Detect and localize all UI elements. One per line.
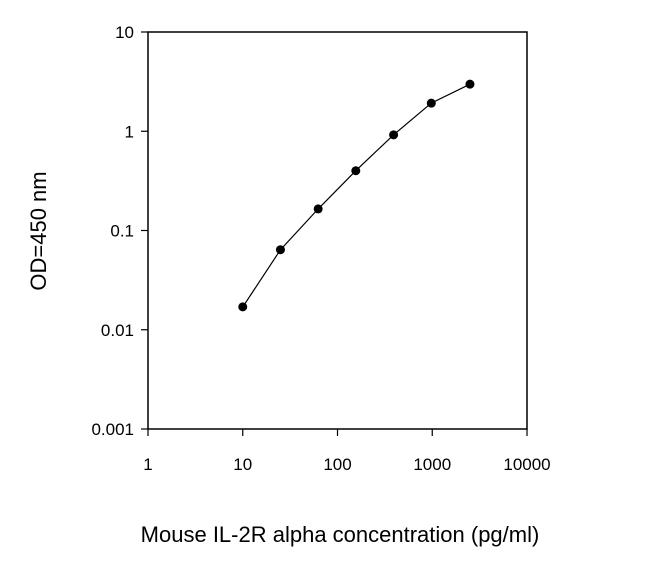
x-tick-label: 1000 (413, 455, 451, 474)
x-tick-label: 10000 (503, 455, 550, 474)
data-series (238, 79, 475, 312)
y-axis-ticks: 0.001 0.01 0.1 1 10 (91, 23, 148, 439)
plot-frame (147, 31, 528, 430)
x-axis-ticks: 1 10 100 1000 10000 (143, 429, 551, 474)
data-point (465, 79, 475, 89)
y-tick-label: 0.01 (101, 321, 134, 340)
y-tick-label: 0.001 (91, 420, 134, 439)
y-tick-label: 1 (125, 122, 134, 141)
y-axis-title: OD=450 nm (26, 171, 51, 290)
data-point (238, 302, 248, 312)
data-point (351, 166, 361, 176)
x-tick-label: 10 (233, 455, 252, 474)
data-point (275, 245, 285, 255)
data-point (313, 204, 323, 214)
data-point (426, 98, 436, 108)
x-tick-label: 1 (143, 455, 152, 474)
y-tick-label: 0.1 (110, 222, 134, 241)
series-line (242, 83, 471, 308)
x-tick-label: 100 (323, 455, 351, 474)
data-point (389, 130, 399, 140)
y-tick-label: 10 (115, 23, 134, 42)
x-axis-title: Mouse IL-2R alpha concentration (pg/ml) (141, 522, 540, 547)
